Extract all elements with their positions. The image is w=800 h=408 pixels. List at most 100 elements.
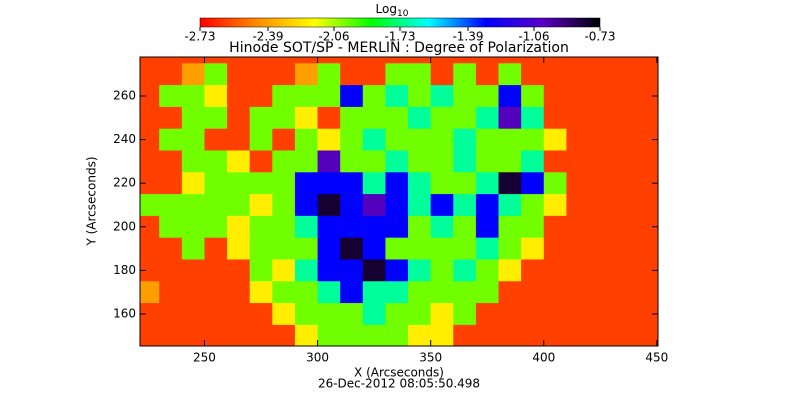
heatmap-cell [385, 324, 409, 346]
heatmap-cell [498, 106, 522, 130]
heatmap-cell [340, 194, 364, 217]
colorbar-tick-label: -0.73 [584, 30, 615, 44]
heatmap-cell [317, 281, 341, 304]
heatmap-cell [408, 106, 432, 130]
heatmap-cell [159, 57, 183, 64]
heatmap-cell [340, 85, 364, 108]
heatmap-cell [566, 281, 590, 304]
heatmap-cell [181, 324, 205, 346]
heatmap-cell [453, 128, 477, 151]
heatmap-cell [656, 194, 658, 217]
heatmap-cell [181, 194, 205, 217]
heatmap-cell [498, 281, 522, 304]
heatmap-cell [181, 85, 205, 108]
heatmap-cell [340, 63, 364, 86]
heatmap-cell [181, 303, 205, 326]
heatmap-cell [227, 63, 251, 86]
heatmap-cell [408, 215, 432, 239]
heatmap-cell [611, 172, 635, 195]
heatmap-cell [589, 303, 613, 326]
heatmap-cell [317, 63, 341, 86]
heatmap-cell [430, 237, 454, 260]
heatmap-cell [140, 281, 160, 304]
heatmap-cell [294, 63, 319, 86]
heatmap-cell [181, 57, 205, 64]
heatmap-cell [430, 85, 454, 108]
heatmap-cell [521, 172, 545, 195]
heatmap-cell [543, 128, 567, 151]
heatmap-cell [294, 106, 319, 130]
colorbar-tick-label: -1.73 [384, 30, 415, 44]
heatmap-cell [611, 324, 635, 346]
heatmap-cell [140, 259, 160, 282]
heatmap-cell [294, 215, 319, 239]
heatmap-cell [227, 324, 251, 346]
heatmap-cell [362, 215, 386, 239]
heatmap-cell [159, 150, 183, 173]
heatmap-cell [385, 57, 409, 64]
heatmap-cell [294, 259, 319, 282]
heatmap-cell [294, 281, 319, 304]
heatmap-cell [140, 237, 160, 260]
x-axis-label: X (Arcseconds) [354, 366, 444, 380]
heatmap-cell [498, 259, 522, 282]
heatmap-cell [543, 172, 567, 195]
heatmap-cell [408, 324, 432, 346]
heatmap-cell [227, 194, 251, 217]
heatmap-cell [249, 303, 273, 326]
heatmap-cell [634, 128, 658, 151]
heatmap-cell [611, 57, 635, 64]
heatmap-cell [408, 150, 432, 173]
heatmap-cell [181, 259, 205, 282]
heatmap-cell [589, 57, 613, 64]
heatmap-cell [317, 259, 341, 282]
heatmap-cell [475, 85, 500, 108]
heatmap-cell [385, 172, 409, 195]
heatmap-cell [521, 57, 545, 64]
heatmap-cell [140, 172, 160, 195]
heatmap-cell [385, 128, 409, 151]
heatmap-cell [430, 324, 454, 346]
heatmap-cell [589, 172, 613, 195]
heatmap-cell [317, 303, 341, 326]
heatmap-cell [340, 172, 364, 195]
heatmap-cell [204, 106, 228, 130]
heatmap-cell [453, 324, 477, 346]
heatmap-cell [362, 259, 386, 282]
heatmap-cell [159, 172, 183, 195]
heatmap-cell [453, 150, 477, 173]
heatmap-cell [589, 237, 613, 260]
y-tick-label: 160 [113, 306, 136, 320]
heatmap-cell [294, 150, 319, 173]
heatmap-cell [498, 57, 522, 64]
heatmap-cell [181, 106, 205, 130]
heatmap-cell [543, 150, 567, 173]
heatmap-cell [611, 63, 635, 86]
heatmap-cell [566, 237, 590, 260]
heatmap-cell [656, 85, 658, 108]
heatmap-cell [385, 106, 409, 130]
x-tick-label: 450 [645, 351, 668, 365]
heatmap-cell [543, 259, 567, 282]
colorbar [199, 17, 601, 28]
colorbar-tick-label: -1.06 [518, 30, 549, 44]
heatmap-cell [543, 85, 567, 108]
heatmap-cell [589, 259, 613, 282]
heatmap-cell [385, 237, 409, 260]
heatmap-cell [140, 63, 160, 86]
heatmap-cell [362, 106, 386, 130]
heatmap-cell [611, 237, 635, 260]
heatmap-cell [430, 281, 454, 304]
heatmap-cell [159, 259, 183, 282]
heatmap-cell [408, 85, 432, 108]
heatmap-cell [140, 303, 160, 326]
heatmap-cell [656, 128, 658, 151]
heatmap-cell [453, 303, 477, 326]
heatmap-cell [272, 106, 296, 130]
heatmap-cell [204, 259, 228, 282]
x-tick-label: 400 [532, 351, 555, 365]
heatmap-cell [498, 237, 522, 260]
heatmap-cell [566, 106, 590, 130]
heatmap-cell [385, 194, 409, 217]
colorbar-tick-label: -2.06 [318, 30, 349, 44]
